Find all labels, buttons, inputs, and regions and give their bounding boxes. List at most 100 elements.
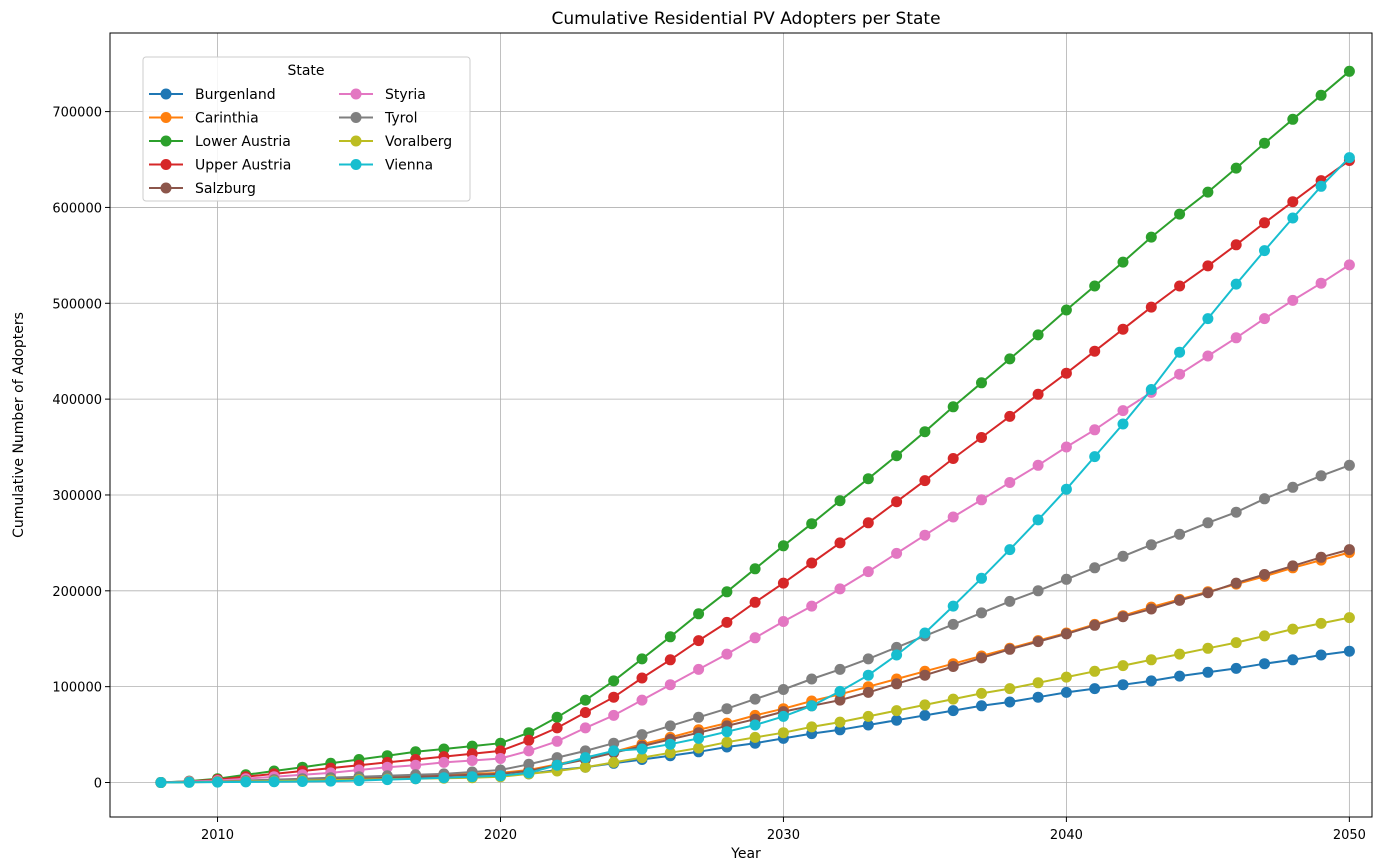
data-point-lower-austria (495, 737, 506, 749)
data-point-salzburg (1004, 643, 1016, 655)
legend-label: Vienna (385, 158, 433, 174)
data-point-salzburg (1174, 594, 1186, 606)
data-point-styria (1060, 441, 1072, 453)
data-point-tyrol (1315, 470, 1327, 482)
data-point-lower-austria (1089, 280, 1101, 292)
data-point-upper-austria (664, 654, 676, 666)
data-point-styria (438, 756, 450, 768)
data-point-upper-austria (693, 635, 705, 647)
grid-lines (110, 33, 1372, 817)
data-point-salzburg (834, 694, 846, 706)
data-point-styria (862, 566, 874, 578)
data-point-styria (495, 753, 506, 764)
legend-label: Burgenland (195, 87, 276, 103)
data-point-styria (523, 745, 535, 757)
data-point-burgenland (1343, 645, 1355, 657)
series-vienna (155, 152, 1355, 788)
data-point-salzburg (947, 661, 959, 672)
x-tick-label: 2040 (1050, 828, 1083, 843)
y-tick-label: 100000 (52, 681, 102, 696)
legend-marker (350, 159, 362, 170)
data-point-tyrol (806, 673, 818, 685)
data-point-burgenland (947, 705, 959, 717)
data-point-vienna (1032, 514, 1044, 526)
data-point-tyrol (551, 752, 563, 764)
data-point-vienna (523, 767, 535, 779)
data-point-vienna (1089, 451, 1101, 463)
data-point-upper-austria (1145, 301, 1157, 313)
y-axis-label: Cumulative Number of Adopters (11, 312, 27, 538)
legend-label: Upper Austria (195, 158, 291, 174)
data-point-lower-austria (1145, 231, 1157, 243)
data-point-vienna (1174, 346, 1186, 358)
data-point-styria (1032, 459, 1044, 471)
data-point-upper-austria (1089, 345, 1101, 357)
data-point-vienna (1004, 544, 1016, 556)
data-point-tyrol (1259, 493, 1270, 505)
data-point-upper-austria (976, 432, 987, 443)
data-point-vienna (976, 572, 987, 584)
data-point-vienna (579, 752, 591, 764)
data-point-burgenland (1060, 686, 1072, 698)
data-point-upper-austria (777, 577, 789, 589)
data-point-burgenland (1230, 662, 1242, 674)
series-salzburg (155, 544, 1355, 788)
data-point-voralberg (891, 705, 903, 717)
data-point-tyrol (1287, 481, 1299, 493)
y-tick-label: 200000 (52, 585, 102, 600)
y-tick-label: 300000 (52, 489, 102, 504)
data-point-voralberg (1089, 665, 1101, 677)
legend-item-styria: Styria (339, 87, 426, 103)
series-line-styria (160, 264, 1350, 784)
data-point-vienna (721, 726, 733, 738)
data-point-tyrol (1202, 517, 1214, 529)
data-point-upper-austria (1202, 260, 1214, 272)
data-point-styria (381, 761, 393, 773)
data-point-salzburg (1032, 636, 1044, 648)
data-point-styria (1315, 277, 1327, 289)
data-point-tyrol (1343, 459, 1355, 471)
data-point-upper-austria (891, 496, 903, 508)
data-point-voralberg (1174, 648, 1186, 660)
data-point-voralberg (1060, 671, 1072, 683)
data-point-burgenland (919, 709, 931, 721)
legend-item-vienna: Vienna (339, 158, 433, 174)
data-point-lower-austria (1259, 137, 1270, 149)
data-point-burgenland (1145, 675, 1157, 687)
data-point-salzburg (1315, 551, 1327, 563)
data-point-burgenland (1089, 683, 1101, 695)
x-tick-label: 2030 (767, 828, 800, 843)
data-point-voralberg (1259, 630, 1270, 642)
data-point-salzburg (1117, 611, 1129, 623)
data-point-vienna (749, 719, 761, 731)
data-point-burgenland (891, 714, 903, 726)
data-point-lower-austria (608, 675, 620, 687)
data-point-burgenland (1004, 696, 1016, 708)
data-point-vienna (834, 685, 846, 697)
data-point-voralberg (749, 731, 761, 743)
data-point-vienna (806, 700, 818, 712)
data-point-vienna (183, 776, 195, 788)
data-point-burgenland (1202, 666, 1214, 678)
y-tick-label: 500000 (52, 297, 102, 312)
data-point-styria (1259, 313, 1270, 325)
plot-frame (109, 32, 1373, 818)
data-point-lower-austria (693, 608, 705, 620)
data-point-lower-austria (891, 450, 903, 462)
data-point-burgenland (834, 724, 846, 736)
data-point-lower-austria (551, 711, 563, 723)
data-point-vienna (296, 776, 308, 787)
data-point-styria (1004, 477, 1016, 488)
data-point-upper-austria (862, 517, 874, 529)
data-point-lower-austria (438, 743, 450, 755)
legend: State Burgenland Carinthia Lower Austria Up… (142, 56, 471, 202)
legend-marker (350, 112, 362, 123)
series-layer (155, 65, 1355, 788)
series-line-upper-austria (160, 159, 1350, 784)
data-point-voralberg (777, 727, 789, 739)
data-point-lower-austria (1202, 186, 1214, 198)
data-point-vienna (212, 776, 223, 788)
legend-marker (160, 135, 172, 147)
data-point-lower-austria (636, 653, 648, 665)
